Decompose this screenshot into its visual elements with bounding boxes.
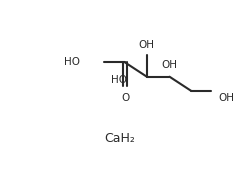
Text: O: O	[121, 93, 129, 103]
Text: OH: OH	[139, 40, 155, 50]
Text: OH: OH	[162, 60, 177, 70]
Text: OH: OH	[219, 93, 235, 103]
Text: HO: HO	[64, 57, 80, 67]
Text: CaH₂: CaH₂	[104, 132, 135, 145]
Text: HO: HO	[111, 75, 127, 85]
